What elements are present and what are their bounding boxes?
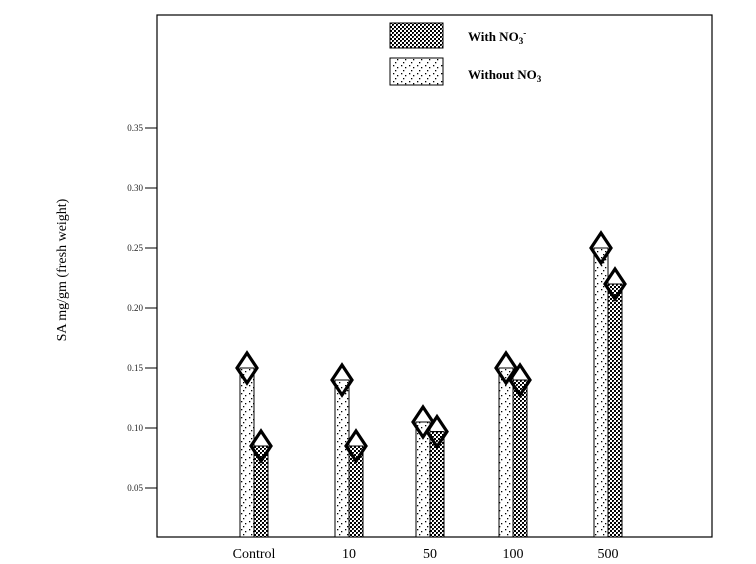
bar-without-no3 <box>239 367 255 538</box>
bar-without-no3 <box>498 367 514 538</box>
legend-label-without-no3: Without NO3 <box>468 67 542 84</box>
data-marker-diamond <box>494 350 518 386</box>
data-marker-diamond <box>425 413 449 450</box>
x-tick-label: Control <box>233 547 276 562</box>
data-marker-diamond <box>603 266 627 302</box>
bar-with-no3 <box>607 283 623 538</box>
data-marker-diamond <box>330 362 354 398</box>
x-axis-labels: Control 10 50 100 500 <box>233 547 619 562</box>
y-tick-label: 0.30 <box>127 183 143 193</box>
legend-label-with-no3: With NO3- <box>468 28 526 46</box>
bars <box>235 230 627 538</box>
data-marker-diamond <box>508 362 532 398</box>
x-tick-label: 50 <box>423 547 437 562</box>
x-tick-label: 500 <box>598 547 619 562</box>
y-tick-label: 0.20 <box>127 303 143 313</box>
y-axis: 0.05 0.10 0.15 0.20 0.25 0.30 0.35 <box>127 123 157 493</box>
legend: With NO3- Without NO3 <box>389 22 542 86</box>
data-marker-diamond <box>235 350 259 386</box>
bar-with-no3 <box>512 379 528 538</box>
y-tick-label: 0.35 <box>127 123 143 133</box>
y-tick-label: 0.10 <box>127 423 143 433</box>
bar-without-no3 <box>593 247 609 538</box>
data-marker-diamond <box>411 404 435 440</box>
y-tick-label: 0.05 <box>127 483 143 493</box>
legend-swatch-with-no3 <box>389 22 444 49</box>
y-tick-label: 0.25 <box>127 243 143 253</box>
y-tick-label: 0.15 <box>127 363 143 373</box>
data-marker-diamond <box>344 428 368 464</box>
y-axis-label: SA mg/gm (fresh weight) <box>55 198 70 341</box>
x-tick-label: 100 <box>503 547 524 562</box>
x-tick-label: 10 <box>342 547 356 562</box>
legend-swatch-without-no3 <box>389 57 444 86</box>
data-marker-diamond <box>589 230 613 266</box>
data-marker-diamond <box>249 428 273 464</box>
bar-without-no3 <box>334 379 350 538</box>
